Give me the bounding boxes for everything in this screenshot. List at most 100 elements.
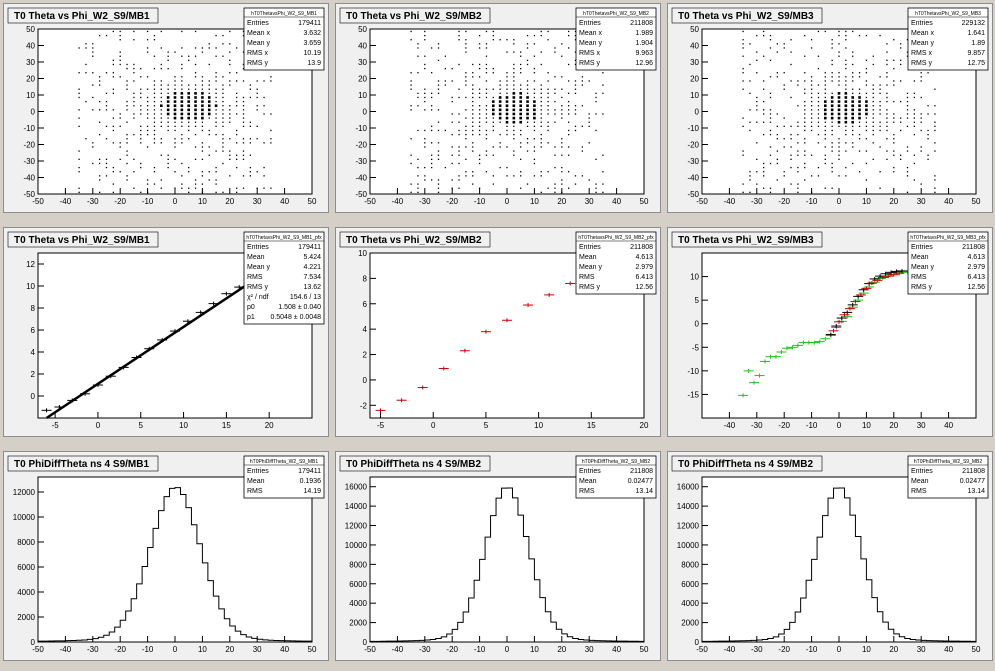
y-tick-label: -30 [23, 157, 35, 166]
scatter-point [554, 146, 556, 148]
scatter-point [927, 105, 929, 107]
scatter-point [520, 133, 522, 136]
scatter-point [153, 166, 156, 169]
scatter-point [492, 117, 494, 119]
scatter-point [222, 55, 224, 57]
x-tick-label: -40 [724, 645, 736, 654]
scatter-point [561, 179, 563, 181]
stats-label: Mean [579, 254, 597, 261]
stats-value: 4.221 [303, 264, 321, 271]
scatter-point [431, 105, 433, 107]
scatter-point [99, 179, 101, 181]
scatter-point [492, 96, 494, 99]
scatter-point [478, 187, 481, 189]
scatter-point [105, 72, 108, 74]
scatter-point [852, 30, 854, 33]
scatter-point [153, 92, 156, 94]
y-tick-label: 10000 [345, 541, 368, 550]
pad-9[interactable]: -50 -40 -30 -20 -10 0 10 20 30 40 50 0 2000 4000 6000 8… [667, 451, 993, 661]
pad-7[interactable]: -50 -40 -30 -20 -10 0 10 20 30 40 50 0 2000 4000 6000 8… [3, 451, 329, 661]
scatter-point [602, 72, 604, 74]
scatter-point [824, 138, 826, 140]
scatter-point [133, 171, 135, 173]
scatter-point [838, 125, 840, 127]
scatter-point [181, 125, 183, 127]
scatter-point [119, 142, 121, 144]
scatter-point [893, 166, 895, 169]
scatter-point [824, 121, 826, 123]
scatter-point [249, 125, 251, 127]
scatter-point [602, 84, 604, 86]
scatter-point [900, 117, 902, 119]
scatter-point [934, 175, 936, 177]
scatter-point [851, 96, 854, 99]
scatter-point [187, 100, 190, 103]
scatter-point [906, 113, 909, 115]
scatter-point [485, 63, 488, 66]
scatter-point [194, 47, 197, 49]
scatter-point [229, 63, 231, 66]
scatter-point [458, 113, 460, 115]
scatter-point [485, 96, 488, 99]
stats-value: 1.508 ± 0.040 [278, 304, 321, 311]
pad-1[interactable]: -50 -40 -30 -20 -10 0 10 20 30 40 50 -50 -40 -30 -20 -1… [3, 3, 329, 213]
scatter-point [561, 166, 563, 169]
scatter-point [492, 112, 495, 116]
y-tick-label: 2000 [349, 619, 367, 628]
scatter-point [533, 129, 536, 132]
x-tick-label: 50 [640, 645, 649, 654]
scatter-point [920, 117, 922, 119]
scatter-point [249, 154, 251, 156]
scatter-point [533, 72, 536, 74]
pad-4[interactable]: -5 0 5 10 15 20 0 2 4 6 8 10 12 T0 Theta vs Phi_W2_S9… [3, 227, 329, 437]
pad-3[interactable]: -50 -40 -30 -20 -10 0 10 20 30 40 50 -50 -40 -30 -20 -1… [667, 3, 993, 213]
scatter-point [99, 133, 101, 136]
y-tick-label: 30 [690, 58, 699, 67]
scatter-point [485, 109, 488, 111]
scatter-point [174, 138, 176, 140]
scatter-point [742, 125, 744, 127]
scatter-point [119, 59, 121, 61]
scatter-point [437, 92, 440, 94]
scatter-point [431, 142, 433, 144]
y-tick-label: -10 [687, 124, 699, 133]
scatter-point [756, 96, 758, 99]
scatter-point [790, 154, 792, 156]
scatter-point [242, 51, 245, 53]
stats-name: hT0ThetavsPhi_W2_S9_MB3 [915, 11, 981, 17]
pad-8[interactable]: -50 -40 -30 -20 -10 0 10 20 30 40 50 0 2000 4000 6000 8… [335, 451, 661, 661]
scatter-point [236, 113, 238, 115]
x-tick-label: 10 [862, 197, 871, 206]
scatter-point [906, 92, 909, 94]
pad-2[interactable]: -50 -40 -30 -20 -10 0 10 20 30 40 50 -50 -40 -30 -20 -1… [335, 3, 661, 213]
scatter-point [844, 108, 848, 112]
scatter-point [865, 84, 868, 86]
scatter-point [865, 92, 868, 94]
scatter-point [167, 55, 169, 57]
scatter-point [174, 121, 176, 123]
scatter-point [242, 30, 245, 33]
scatter-point [893, 100, 895, 103]
scatter-point [167, 117, 169, 119]
scatter-point [851, 100, 854, 103]
chart-title: T0 PhiDiffTheta ns 4 S9/MB2 [346, 459, 481, 470]
scatter-point [437, 121, 440, 123]
scatter-point [797, 80, 799, 82]
scatter-point [146, 179, 149, 181]
scatter-point [526, 104, 529, 108]
scatter-point [817, 142, 820, 144]
scatter-point [906, 105, 909, 107]
scatter-point [119, 51, 121, 53]
scatter-point [140, 142, 142, 144]
scatter-point [458, 88, 460, 90]
scatter-point [410, 105, 412, 107]
scatter-point [78, 96, 80, 99]
scatter-point [492, 183, 494, 185]
scatter-point [499, 88, 501, 90]
scatter-point [146, 129, 149, 132]
scatter-point [804, 92, 806, 94]
pad-5[interactable]: -5 0 5 10 15 20 -2 0 2 4 6 8 10 T0 Theta vs Phi_W2_S9… [335, 227, 661, 437]
pad-6[interactable]: -40 -30 -20 -10 0 10 20 30 40 -15 -10 -5 0 5 10 T0 Thet… [667, 227, 993, 437]
scatter-point [222, 34, 224, 37]
y-tick-label: -50 [355, 190, 367, 199]
